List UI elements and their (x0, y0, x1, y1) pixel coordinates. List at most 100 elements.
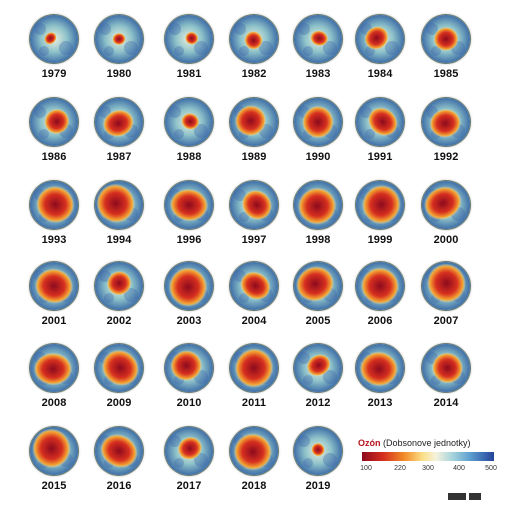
year-label: 1997 (241, 234, 267, 246)
ozone-globe-image (230, 15, 278, 63)
year-label: 1984 (367, 68, 393, 80)
ozone-globe-image (356, 181, 404, 229)
year-label: 1998 (305, 234, 331, 246)
year-label: 2014 (433, 397, 459, 409)
ozone-globe-image (294, 344, 342, 392)
globe-cell: 2012 (288, 337, 348, 417)
globe-cell: 1989 (224, 91, 284, 171)
year-label: 1993 (41, 234, 67, 246)
ozone-globe-image (95, 15, 143, 63)
ozone-globe-image (294, 262, 342, 310)
globe-cell: 1979 (24, 8, 84, 88)
globe-cell: 1987 (89, 91, 149, 171)
globe-cell: 1996 (159, 174, 219, 254)
ozone-globe-image (356, 344, 404, 392)
legend-tick: 300 (422, 465, 434, 472)
ozone-globe-image (230, 262, 278, 310)
year-label: 1992 (433, 151, 459, 163)
year-label: 2019 (305, 480, 331, 492)
globe-cell: 1988 (159, 91, 219, 171)
year-label: 1987 (106, 151, 132, 163)
ozone-globe-image (30, 15, 78, 63)
legend-color-bar (362, 452, 494, 461)
year-label: 1990 (305, 151, 331, 163)
year-label: 1994 (106, 234, 132, 246)
ozone-globe-image (356, 98, 404, 146)
year-label: 1985 (433, 68, 459, 80)
globe-cell: 1980 (89, 8, 149, 88)
year-label: 2013 (367, 397, 393, 409)
globe-cell: 2010 (159, 337, 219, 417)
globe-cell: 2011 (224, 337, 284, 417)
globe-cell: 2007 (416, 255, 476, 335)
ozone-globe-image (165, 427, 213, 475)
globe-cell: 1985 (416, 8, 476, 88)
ozone-globe-image (30, 344, 78, 392)
year-label: 1986 (41, 151, 67, 163)
ozone-globe-image (422, 262, 470, 310)
year-label: 2005 (305, 315, 331, 327)
ozone-globe-image (422, 15, 470, 63)
ozone-globe-image (294, 181, 342, 229)
year-label: 1988 (176, 151, 202, 163)
ozone-globe-image (30, 98, 78, 146)
ozone-globe-image (294, 427, 342, 475)
globe-cell: 2005 (288, 255, 348, 335)
globe-cell: 1984 (350, 8, 410, 88)
ozone-globe-image (230, 344, 278, 392)
ozone-globe-image (422, 181, 470, 229)
ozone-globe-image (95, 98, 143, 146)
globe-cell: 1994 (89, 174, 149, 254)
globe-cell: 1981 (159, 8, 219, 88)
ozone-globe-image (165, 262, 213, 310)
year-label: 1980 (106, 68, 132, 80)
ozone-globe-image (30, 181, 78, 229)
year-label: 1991 (367, 151, 393, 163)
globe-cell: 2016 (89, 420, 149, 500)
globe-cell: 2001 (24, 255, 84, 335)
ozone-globe-image (95, 262, 143, 310)
year-label: 1983 (305, 68, 331, 80)
globe-cell: 1986 (24, 91, 84, 171)
legend-tick: 220 (394, 465, 406, 472)
year-label: 1989 (241, 151, 267, 163)
ozone-globe-image (30, 262, 78, 310)
legend: Ozón (Dobsonove jednotky) 100 220 300 40… (358, 438, 505, 478)
globe-cell: 2018 (224, 420, 284, 500)
globe-cell: 1991 (350, 91, 410, 171)
year-label: 2011 (241, 397, 267, 409)
legend-tick: 100 (360, 465, 372, 472)
globe-cell: 2004 (224, 255, 284, 335)
year-label: 2010 (176, 397, 202, 409)
ozone-globe-grid: 1979 1980 1981 1982 1983 1984 1985 1986 1987 1988… (24, 8, 476, 500)
year-label: 2017 (176, 480, 202, 492)
globe-cell: 1990 (288, 91, 348, 171)
ozone-globe-image (95, 427, 143, 475)
year-label: 1981 (176, 68, 202, 80)
legend-title: Ozón (Dobsonove jednotky) (358, 438, 471, 448)
year-label: 2012 (305, 397, 331, 409)
globe-cell: 2009 (89, 337, 149, 417)
year-label: 2009 (106, 397, 132, 409)
ozone-globe-image (95, 181, 143, 229)
year-label: 2015 (41, 480, 67, 492)
year-label: 2018 (241, 480, 267, 492)
globe-cell: 2000 (416, 174, 476, 254)
ozone-globe-image (165, 98, 213, 146)
year-label: 2004 (241, 315, 267, 327)
globe-cell: 2002 (89, 255, 149, 335)
ozone-globe-image (356, 15, 404, 63)
legend-tick: 500 (485, 465, 497, 472)
year-label: 2006 (367, 315, 393, 327)
ozone-globe-image (294, 15, 342, 63)
year-label: 1979 (41, 68, 67, 80)
globe-cell: 2017 (159, 420, 219, 500)
year-label: 2008 (41, 397, 67, 409)
year-label: 1996 (176, 234, 202, 246)
ozone-globe-image (230, 98, 278, 146)
globe-cell: 1993 (24, 174, 84, 254)
globe-cell: 1998 (288, 174, 348, 254)
legend-tick: 400 (453, 465, 465, 472)
globe-cell: 2019 (288, 420, 348, 500)
globe-cell: 2003 (159, 255, 219, 335)
